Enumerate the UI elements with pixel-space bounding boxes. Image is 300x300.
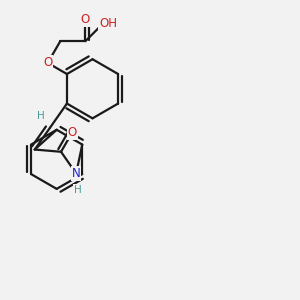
Text: H: H	[37, 111, 45, 121]
Text: O: O	[43, 56, 52, 69]
Text: H: H	[74, 185, 82, 195]
Text: OH: OH	[99, 17, 117, 30]
Text: N: N	[72, 167, 80, 180]
Text: O: O	[68, 126, 77, 139]
Text: O: O	[81, 14, 90, 26]
